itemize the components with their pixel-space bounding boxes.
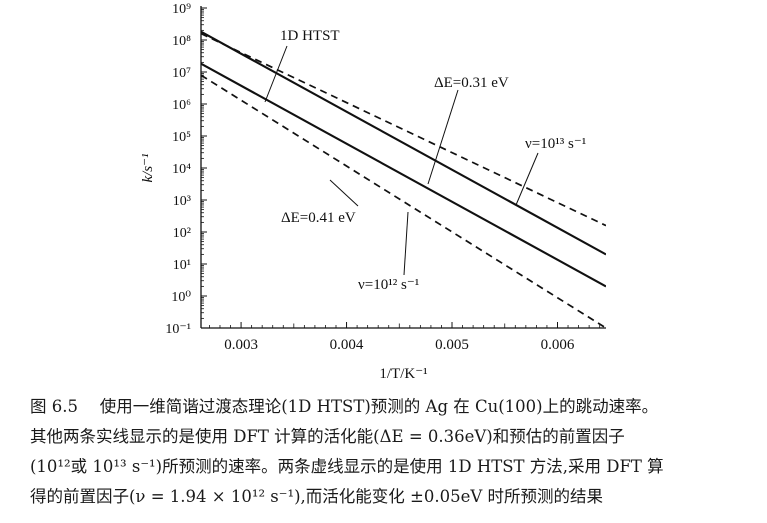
caption-line: 图 6.5 使用一维简谐过渡态理论(1D HTST)预测的 Ag 在 Cu(10… xyxy=(30,397,659,416)
y-tick-label: 10⁸ xyxy=(172,34,191,49)
label-nu-10-13: ν=10¹³ s⁻¹ xyxy=(525,136,586,152)
y-tick-label: 10⁴ xyxy=(172,162,191,177)
annotation-leader xyxy=(403,211,409,276)
y-tick-label: 10⁶ xyxy=(172,98,191,113)
caption-line: (10¹²或 10¹³ s⁻¹)所预测的速率。两条虚线显示的是使用 1D HTS… xyxy=(30,457,664,476)
y-tick-label: 10² xyxy=(173,226,191,241)
rate-chart: 10⁻¹ 10⁰ 10¹ 10² 10³ 10⁴ 10⁵ 10⁶ 10⁷ 10⁸ 10⁹ 0.003 0… xyxy=(140,2,606,382)
caption-line: 其他两条实线显示的是使用 DFT 计算的活化能(ΔE = 0.36eV)和预估的… xyxy=(30,427,625,446)
annotation-leader xyxy=(427,89,459,185)
series-htst-nu13-line xyxy=(201,30,606,256)
y-tick-label: 10³ xyxy=(173,194,191,209)
series-dft-ea-plus-line xyxy=(201,74,606,328)
annotation-leader xyxy=(515,152,539,206)
label-1d-htst: 1D HTST xyxy=(280,28,340,44)
y-tick-label: 10⁹ xyxy=(172,2,191,17)
x-axis-label: 1/T/K⁻¹ xyxy=(379,366,427,382)
annotation-layer: 1D HTST ΔE=0.31 eV ν=10¹³ s⁻¹ ΔE=0.41 eV ν=1… xyxy=(264,28,586,293)
series-dft-ea-minus-line xyxy=(201,32,606,227)
y-tick-label: 10⁵ xyxy=(172,130,191,145)
figure-caption: 图 6.5 使用一维简谐过渡态理论(1D HTST)预测的 Ag 在 Cu(10… xyxy=(30,392,750,512)
series-htst-nu12-line xyxy=(201,62,606,288)
y-tick-label: 10⁰ xyxy=(171,290,191,305)
label-delta-e-041: ΔE=0.41 eV xyxy=(281,210,356,226)
x-tick-label: 0.005 xyxy=(435,337,469,353)
y-axis-label: k/s⁻¹ xyxy=(140,153,156,183)
x-tick-label: 0.004 xyxy=(330,337,364,353)
series-layer xyxy=(201,30,606,328)
y-tick-label: 10¹ xyxy=(173,258,191,273)
axes-layer: 10⁻¹ 10⁰ 10¹ 10² 10³ 10⁴ 10⁵ 10⁶ 10⁷ 10⁸ 10⁹ 0.003 0… xyxy=(140,2,606,382)
label-delta-e-031: ΔE=0.31 eV xyxy=(434,75,509,91)
y-tick-label: 10⁻¹ xyxy=(165,322,191,337)
x-tick-label: 0.006 xyxy=(541,337,575,353)
annotation-leader xyxy=(329,179,359,207)
label-nu-10-12: ν=10¹² s⁻¹ xyxy=(358,277,419,293)
caption-line: 得的前置因子(ν = 1.94 × 10¹² s⁻¹),而活化能变化 ±0.05… xyxy=(30,487,604,506)
annotation-leader xyxy=(264,45,288,103)
y-tick-label: 10⁷ xyxy=(172,66,191,81)
x-tick-label: 0.003 xyxy=(224,337,258,353)
